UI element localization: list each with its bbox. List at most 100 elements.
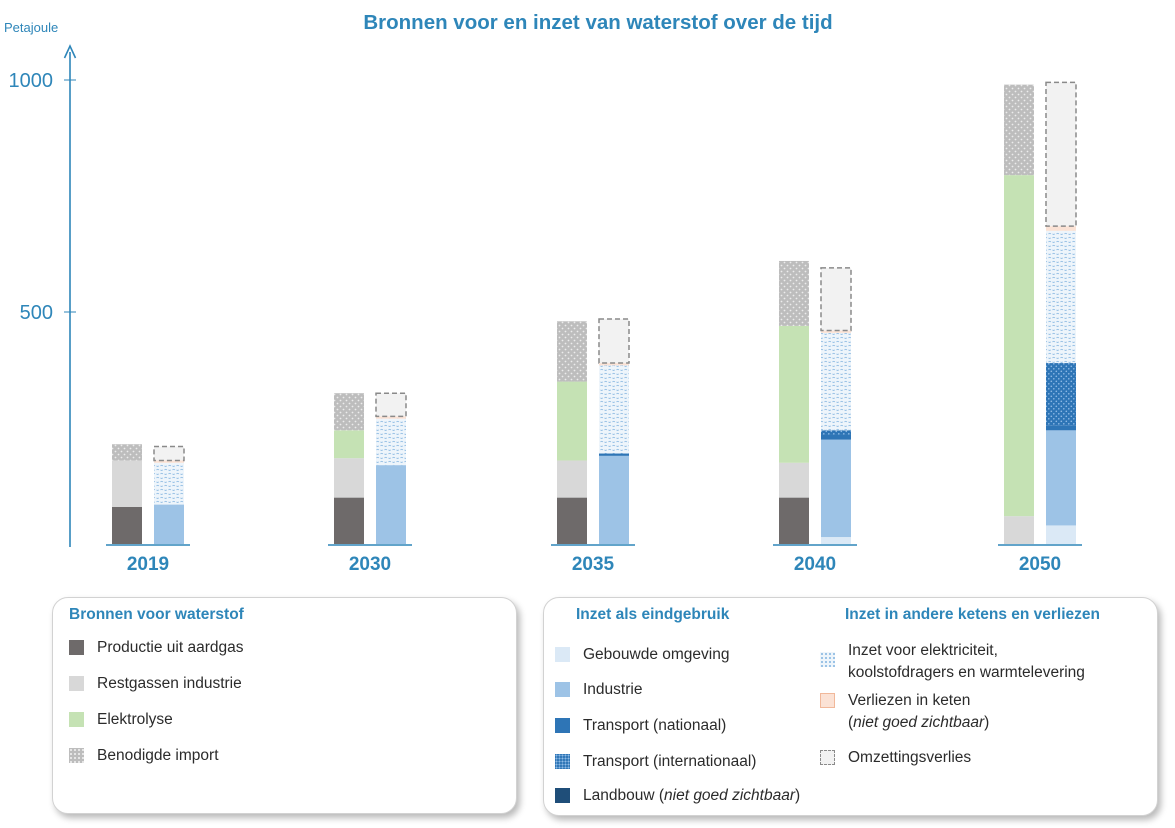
bar-import-2019 (112, 444, 142, 461)
swatch-transport-int (555, 754, 570, 769)
chart-title: Bronnen voor en inzet van waterstof over… (363, 11, 832, 34)
bar-elektrolyse-2035 (557, 381, 587, 461)
bar-transport_nat-2050 (1046, 425, 1076, 431)
bar-import-2030 (334, 393, 364, 431)
legend-label-elektrolyse: Elektrolyse (97, 711, 173, 728)
bar-omzetting-2019 (153, 445, 185, 462)
bar-import-2040 (779, 260, 809, 326)
bar-gebouwde-2050 (1046, 525, 1076, 544)
y-tick-label-1000: 1000 (9, 70, 54, 92)
bar-restgassen-2030 (334, 458, 364, 498)
y-tick-label-500: 500 (20, 302, 53, 324)
legend-label-aardgas: Productie uit aardgas (97, 639, 244, 656)
bar-industrie-2040 (821, 439, 851, 538)
bar-aardgas-2019 (112, 506, 142, 544)
legend-item-aardgas: Productie uit aardgas (69, 637, 243, 659)
swatch-aardgas (69, 640, 84, 655)
bar-elektrolyse-2030 (334, 430, 364, 459)
legend-note-landbouw: niet goed zichtbaar (664, 787, 795, 804)
bar-verliezen-2040 (821, 330, 851, 333)
x-label-2050: 2050 (1019, 554, 1061, 575)
legend-label-landbouw: Landbouw ( (583, 787, 665, 804)
legend-label-omzetting: Omzettingsverlies (848, 749, 972, 766)
bar-verliezen-2050 (1046, 226, 1076, 231)
bar-aardgas-2035 (557, 497, 587, 544)
legend-item-landbouw: Landbouw (niet goed zichtbaar) (555, 785, 800, 807)
swatch-verliezen (820, 693, 835, 708)
x-label-2019: 2019 (127, 554, 169, 575)
legend-item-transport-nat: Transport (nationaal) (555, 715, 726, 737)
legend-enduse-title: Inzet als eindgebruik (576, 606, 730, 623)
legend-label-industrie: Industrie (583, 681, 643, 698)
bar-import-2035 (557, 321, 587, 382)
bar-restgassen-2035 (557, 460, 587, 498)
bar-verliezen-2030 (376, 416, 406, 419)
bar-restgassen-2019 (112, 460, 142, 507)
bar-elektrolyse-2050 (1004, 175, 1034, 517)
bar-verliezen-2035 (599, 363, 629, 366)
bar-elektriciteit-2019 (154, 462, 184, 505)
bar-restgassen-2040 (779, 462, 809, 498)
legend-item-elektriciteit: Inzet voor elektriciteit, koolstofdrager… (820, 640, 1085, 684)
legend-label-transport-int: Transport (internationaal) (583, 753, 757, 770)
legend-label-gebouwde: Gebouwde omgeving (583, 646, 730, 663)
swatch-elektrolyse (69, 712, 84, 727)
bar-transport_nat-2040 (821, 434, 851, 440)
bar-verliezen-2019 (154, 460, 184, 463)
legend-label-transport-nat: Transport (nationaal) (583, 717, 727, 734)
bar-omzetting-2040 (820, 267, 852, 332)
legend-item-transport-int: Transport (internationaal) (555, 751, 756, 773)
bar-elektrolyse-2040 (779, 325, 809, 463)
swatch-transport-nat (555, 718, 570, 733)
y-axis-label: Petajoule (4, 20, 58, 35)
bar-elektriciteit-2035 (599, 365, 629, 454)
legend-item-elektrolyse: Elektrolyse (69, 709, 173, 731)
swatch-omzetting (820, 750, 835, 765)
swatch-industrie (555, 682, 570, 697)
legend-label-verliezen: Verliezen in keten (848, 692, 971, 709)
legend-close-landbouw: ) (795, 787, 801, 804)
swatch-import (69, 748, 84, 763)
bar-industrie-2035 (599, 455, 629, 544)
bar-aardgas-2040 (779, 497, 809, 544)
legend-item-industrie: Industrie (555, 679, 642, 701)
bar-industrie-2019 (154, 504, 184, 544)
legend-item-omzetting: Omzettingsverlies (820, 747, 971, 769)
legend-label-import: Benodigde import (97, 747, 219, 764)
swatch-landbouw (555, 788, 570, 803)
x-label-2035: 2035 (572, 554, 615, 575)
legend-sources: Bronnen voor waterstof Productie uit aar… (52, 597, 517, 814)
legend-sources-title: Bronnen voor waterstof (69, 606, 244, 623)
y-axis-arrow (63, 44, 77, 59)
legend-note-verliezen: niet goed zichtbaar (853, 714, 985, 731)
legend-item-verliezen: Verliezen in keten (niet goed zichtbaar) (820, 690, 989, 734)
legend-uses: Inzet als eindgebruik Inzet in andere ke… (543, 597, 1158, 816)
bar-industrie-2030 (376, 465, 406, 544)
bar-gebouwde-2040 (821, 537, 851, 544)
legend-item-import: Benodigde import (69, 745, 219, 767)
bar-omzetting-2030 (375, 392, 407, 418)
bar-omzetting-2050 (1045, 81, 1077, 227)
bar-transport_nat-2035 (599, 453, 629, 456)
bar-aardgas-2030 (334, 497, 364, 544)
bar-transport_int-2040 (821, 430, 851, 435)
bar-omzetting-2035 (598, 318, 630, 364)
legend-label-elektriciteit-line2: koolstofdragers en warmtelevering (848, 664, 1085, 681)
bar-elektriciteit-2040 (821, 332, 851, 431)
bar-restgassen-2050 (1004, 516, 1034, 544)
legend-item-gebouwde: Gebouwde omgeving (555, 644, 730, 666)
legend-chains-title: Inzet in andere ketens en verliezen (845, 606, 1100, 623)
x-label-2030: 2030 (349, 554, 391, 575)
swatch-gebouwde (555, 647, 570, 662)
bar-import-2050 (1004, 84, 1034, 176)
bar-elektriciteit-2050 (1046, 230, 1076, 364)
bar-transport_int-2050 (1046, 363, 1076, 426)
swatch-elektriciteit (820, 652, 835, 667)
bar-industrie-2050 (1046, 430, 1076, 526)
legend-item-restgassen: Restgassen industrie (69, 673, 242, 695)
x-label-2040: 2040 (794, 554, 836, 575)
bar-elektriciteit-2030 (376, 418, 406, 466)
legend-label-restgassen: Restgassen industrie (97, 675, 242, 692)
swatch-restgassen (69, 676, 84, 691)
